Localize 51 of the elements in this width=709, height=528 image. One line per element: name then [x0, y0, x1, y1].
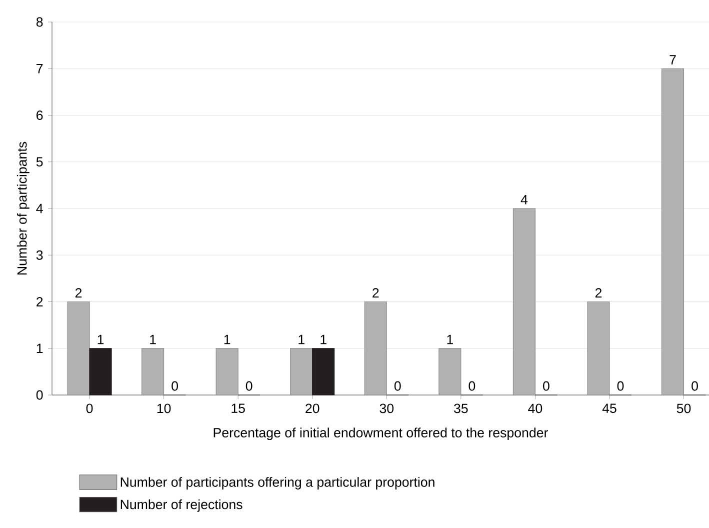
- data-label: 0: [246, 381, 252, 391]
- y-tick-label: 0: [36, 390, 43, 400]
- x-tick-label: 30: [380, 404, 394, 414]
- data-label: 0: [692, 381, 698, 391]
- y-tick-label: 6: [36, 110, 43, 120]
- y-axis-title: Number of participants: [16, 142, 30, 274]
- x-tick-label: 15: [232, 404, 245, 414]
- data-label: 1: [224, 334, 230, 344]
- y-tick-label: 2: [36, 297, 43, 306]
- data-label: 1: [298, 334, 304, 344]
- bar: [216, 348, 238, 396]
- y-tick-label: 3: [36, 250, 43, 260]
- y-tick-label: 7: [36, 64, 43, 74]
- x-tick-label: 0: [86, 404, 93, 414]
- data-label: 0: [617, 381, 624, 391]
- data-label: 2: [595, 288, 602, 298]
- x-tick-label: 35: [454, 404, 468, 414]
- data-label: 1: [98, 334, 104, 344]
- data-label: 2: [372, 288, 379, 298]
- bar: [587, 301, 610, 396]
- legend-label: Number of participants offering a particular proportion: [120, 477, 434, 490]
- bar: [290, 348, 313, 396]
- x-tick-label: 50: [676, 404, 691, 414]
- x-tick-label: 45: [602, 404, 616, 414]
- data-label: 7: [670, 55, 676, 64]
- y-tick-label: 1: [36, 344, 43, 353]
- y-tick-label: 4: [36, 204, 43, 214]
- bar: [438, 348, 462, 396]
- y-tick-label: 5: [36, 157, 43, 167]
- bar: [312, 348, 335, 396]
- x-tick-label: 40: [528, 404, 542, 414]
- legend-label: Number of rejections: [120, 499, 242, 512]
- data-label: 0: [172, 381, 178, 391]
- x-axis-title: Percentage of initial endowment offered to the responder: [214, 428, 548, 440]
- data-label: 2: [75, 288, 82, 298]
- bar: [661, 68, 684, 396]
- data-label: 1: [150, 334, 156, 344]
- data-label: 0: [394, 381, 401, 391]
- data-label: 4: [520, 195, 528, 204]
- bar: [512, 208, 536, 396]
- bar: [142, 348, 164, 396]
- x-tick-label: 10: [157, 404, 171, 414]
- bar: [67, 301, 90, 396]
- data-label: 0: [543, 381, 550, 391]
- x-tick-label: 20: [306, 404, 320, 414]
- data-label: 0: [468, 381, 476, 391]
- bar: [89, 348, 112, 396]
- data-label: 1: [320, 334, 326, 344]
- bar: [364, 301, 387, 396]
- y-tick-label: 8: [36, 17, 43, 27]
- data-label: 1: [447, 334, 453, 344]
